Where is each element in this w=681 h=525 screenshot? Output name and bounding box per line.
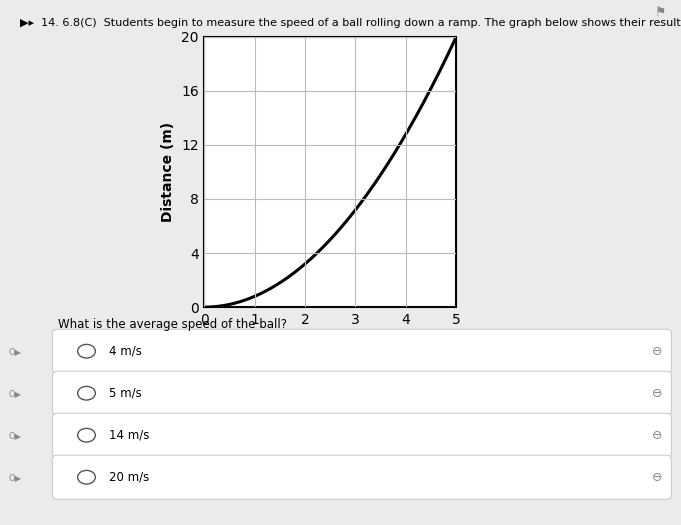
Text: 4 m/s: 4 m/s	[109, 345, 142, 358]
Text: 20 m/s: 20 m/s	[109, 471, 149, 484]
Text: ⚑: ⚑	[654, 6, 666, 19]
Text: ⊖: ⊖	[652, 471, 663, 484]
X-axis label: Time (s): Time (s)	[298, 332, 362, 346]
Text: ⊖: ⊖	[652, 345, 663, 358]
Y-axis label: Distance (m): Distance (m)	[161, 122, 176, 222]
Text: 5 m/s: 5 m/s	[109, 387, 142, 400]
Text: ▶▸  14. 6.8(C)  Students begin to measure the speed of a ball rolling down a ram: ▶▸ 14. 6.8(C) Students begin to measure …	[20, 18, 681, 28]
Text: What is the average speed of the ball?: What is the average speed of the ball?	[58, 318, 287, 331]
Text: O▶: O▶	[9, 346, 22, 356]
Text: O▶: O▶	[9, 472, 22, 482]
Text: 14 m/s: 14 m/s	[109, 429, 149, 442]
Text: O▶: O▶	[9, 430, 22, 440]
Text: O▶: O▶	[9, 388, 22, 398]
Text: ⊖: ⊖	[652, 429, 663, 442]
Text: ⊖: ⊖	[652, 387, 663, 400]
